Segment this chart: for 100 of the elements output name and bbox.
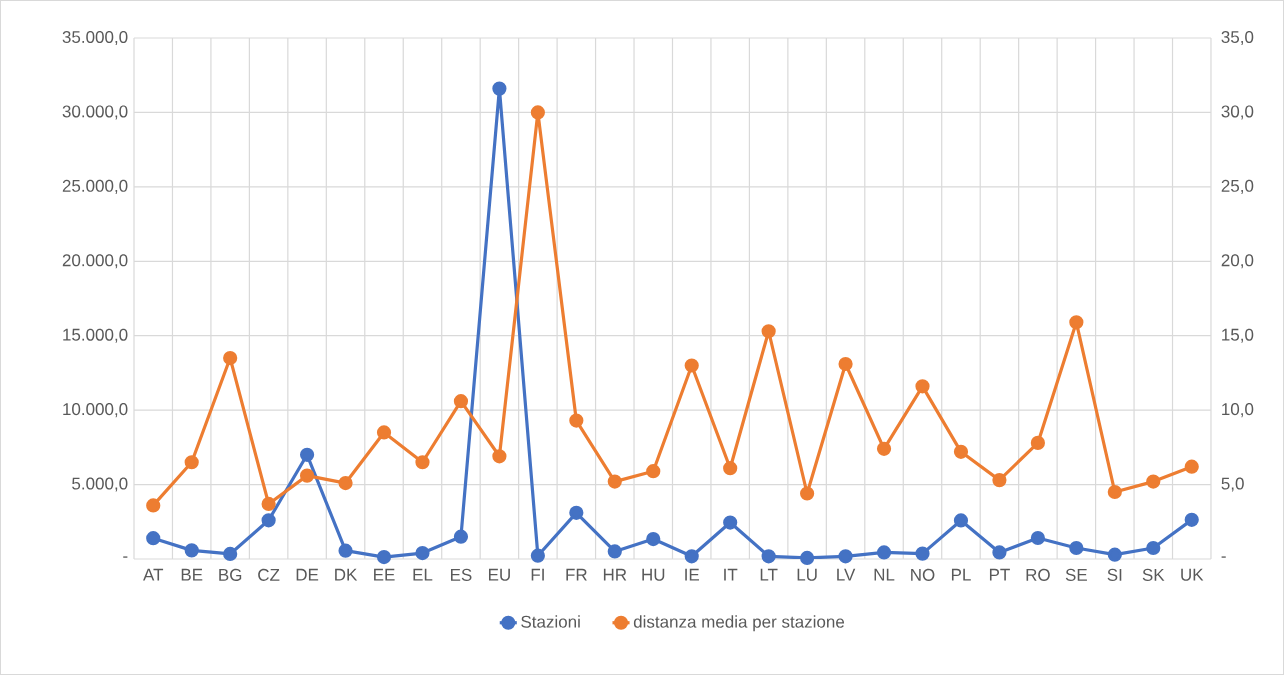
- x-tick-label: NO: [911, 568, 935, 581]
- point: [530, 548, 545, 563]
- point: [415, 545, 430, 561]
- point: [761, 324, 776, 339]
- x-tick-label: PT: [989, 568, 1010, 581]
- point: [261, 496, 276, 512]
- y2-tick-label: 30,0: [1221, 105, 1254, 120]
- point: [1069, 540, 1084, 556]
- y-tick-label: 30.000,0: [62, 105, 128, 120]
- point: [723, 515, 738, 530]
- point: [1107, 547, 1122, 562]
- point: [261, 513, 276, 528]
- point: [838, 356, 853, 372]
- x-tick-label: CZ: [258, 568, 280, 581]
- point: [800, 550, 815, 566]
- y2-tick-label: 15,0: [1222, 328, 1254, 343]
- point: [1030, 435, 1045, 450]
- y2-tick-label: 10,0: [1222, 403, 1254, 418]
- point: [953, 513, 969, 528]
- point: [184, 543, 199, 558]
- point: [953, 444, 969, 459]
- x-tick-label: LV: [837, 568, 856, 581]
- y-tick-label: 10.000,0: [63, 403, 128, 418]
- point: [530, 105, 545, 120]
- y-tick-label: 20.000,0: [62, 254, 128, 269]
- x-tick-label: EL: [413, 568, 433, 581]
- point: [607, 544, 622, 559]
- y2-tick-label: 35,0: [1221, 30, 1254, 46]
- point: [1069, 315, 1084, 330]
- x-tick-label: DE: [296, 568, 319, 581]
- x-tick-label: EE: [374, 568, 395, 581]
- y2-tick-label: -: [1221, 556, 1226, 558]
- x-tick-label: FI: [531, 568, 544, 581]
- x-tick-label: AT: [143, 568, 164, 581]
- x-tick-label: ES: [451, 568, 472, 581]
- point: [915, 379, 930, 394]
- x-tick-label: HU: [642, 568, 665, 581]
- x-tick-label: DK: [335, 568, 358, 581]
- point: [992, 473, 1007, 488]
- x-tick-label: FR: [566, 568, 587, 581]
- x-tick-label: SE: [1065, 568, 1087, 581]
- x-tick-label: RO: [1026, 568, 1050, 581]
- x-tick-label: PL: [951, 568, 971, 581]
- y2-tick-label: 25,0: [1221, 179, 1254, 194]
- point: [338, 543, 353, 558]
- point: [299, 468, 315, 483]
- point: [876, 441, 892, 456]
- point: [838, 549, 853, 564]
- point: [1146, 540, 1161, 556]
- point: [1146, 474, 1161, 489]
- y2-tick-label: 5,0: [1221, 477, 1244, 492]
- point: [761, 549, 776, 564]
- point: [1107, 484, 1122, 500]
- x-tick-label: EU: [488, 568, 510, 581]
- x-tick-label: SK: [1142, 568, 1165, 581]
- y-tick-label: 35.000,0: [62, 30, 128, 46]
- point: [415, 455, 430, 470]
- y-tick-label: -: [123, 556, 128, 558]
- x-tick-label: BE: [181, 568, 203, 581]
- point: [992, 545, 1007, 560]
- y2-tick-label: 20,0: [1221, 254, 1254, 269]
- point: [684, 358, 699, 373]
- point: [1030, 530, 1045, 546]
- legend-label: Stazioni: [521, 615, 580, 628]
- point: [646, 464, 661, 479]
- point: [646, 531, 661, 547]
- y-tick-label: 15.000,0: [63, 328, 128, 343]
- point: [1184, 459, 1199, 474]
- x-tick-label: BG: [219, 568, 242, 581]
- point: [453, 529, 469, 544]
- point: [684, 549, 699, 564]
- point: [569, 505, 584, 520]
- y-tick-label: 5.000,0: [72, 477, 128, 492]
- y-tick-label: 25.000,0: [62, 179, 128, 194]
- point: [376, 425, 392, 440]
- point: [223, 350, 238, 366]
- point: [569, 413, 584, 428]
- x-tick-label: HR: [603, 568, 627, 581]
- point: [223, 546, 238, 562]
- point: [1184, 512, 1199, 527]
- point: [723, 461, 738, 476]
- point: [492, 81, 507, 96]
- x-tick-label: IT: [724, 568, 738, 581]
- legend-label: distanza media per stazione: [633, 615, 845, 632]
- point: [146, 498, 161, 513]
- x-tick-label: LT: [760, 568, 778, 581]
- point: [453, 394, 469, 409]
- point: [299, 447, 315, 462]
- point: [607, 474, 622, 489]
- x-tick-label: UK: [1181, 568, 1204, 581]
- point: [492, 449, 507, 464]
- x-tick-label: IE: [685, 568, 700, 581]
- point: [876, 545, 892, 560]
- point: [146, 531, 161, 546]
- point: [376, 549, 392, 565]
- x-tick-label: LU: [797, 568, 817, 581]
- point: [184, 455, 199, 470]
- x-tick-label: SI: [1107, 568, 1122, 581]
- x-tick-label: NL: [874, 568, 895, 581]
- point: [800, 486, 815, 501]
